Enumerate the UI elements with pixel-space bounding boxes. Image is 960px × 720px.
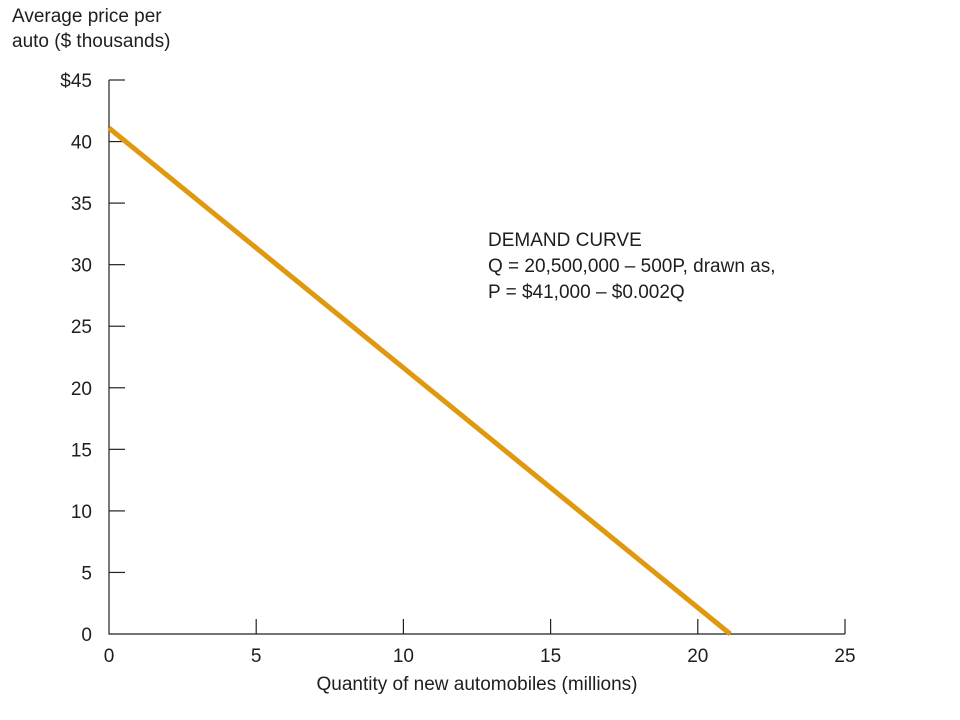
y-axis-label-line-2: auto ($ thousands) [12, 31, 170, 52]
annotation-title: DEMAND CURVE [488, 230, 642, 251]
y-axis-label-line-1: Average price per [12, 6, 162, 27]
x-axis-label: Quantity of new automobiles (millions) [316, 674, 637, 695]
y-tick-label: 30 [71, 256, 92, 277]
series-group [107, 126, 732, 636]
demand-curve-line [107, 126, 732, 636]
axes [108, 80, 845, 635]
x-ticks: 0 5 10 15 20 25 [104, 619, 856, 667]
y-tick-label: 20 [71, 379, 92, 400]
y-tick-label: 5 [81, 563, 92, 584]
y-tick-label: $45 [60, 71, 92, 92]
annotation-equation-p: P = $41,000 – $0.002Q [488, 282, 685, 303]
x-tick-label: 10 [393, 646, 414, 667]
demand-annotation: DEMAND CURVE Q = 20,500,000 – 500P, draw… [488, 230, 776, 303]
y-tick-label: 10 [71, 502, 92, 523]
axis-frame [108, 80, 845, 635]
y-tick-label: 15 [71, 440, 92, 461]
x-tick-label: 25 [834, 646, 855, 667]
y-tick-label: 35 [71, 194, 92, 215]
y-tick-label: 0 [81, 625, 92, 646]
x-tick-label: 5 [251, 646, 262, 667]
y-ticks: 0 5 10 15 20 25 30 35 40 $45 [60, 71, 125, 646]
y-tick-label: 40 [71, 133, 92, 154]
annotation-equation-q: Q = 20,500,000 – 500P, drawn as, [488, 256, 776, 277]
x-tick-label: 20 [687, 646, 708, 667]
x-tick-label: 15 [540, 646, 561, 667]
y-tick-label: 25 [71, 317, 92, 338]
x-tick-label: 0 [104, 646, 115, 667]
